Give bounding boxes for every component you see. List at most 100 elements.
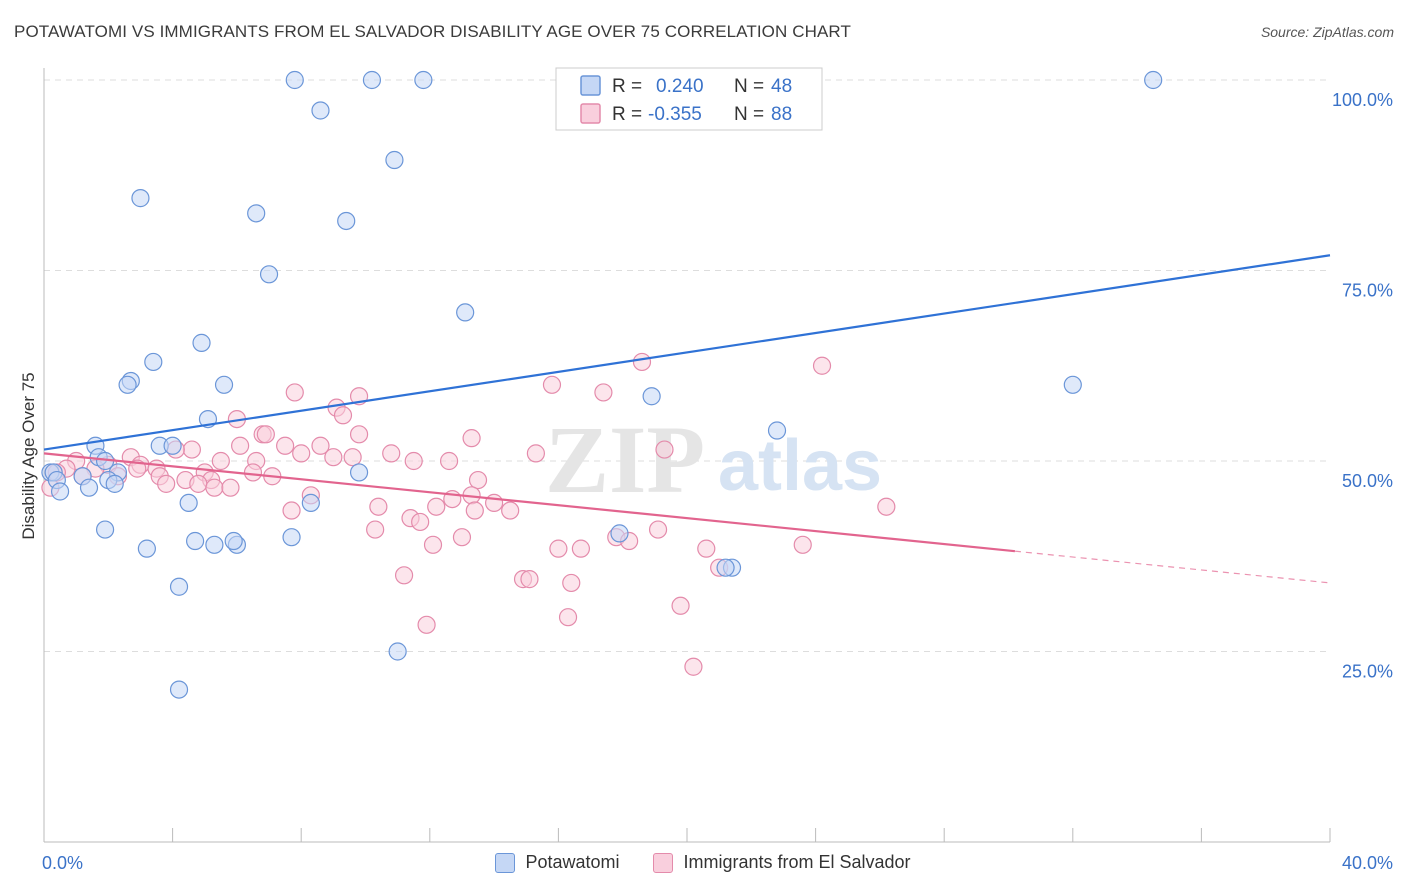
data-point: [648, 520, 668, 539]
data-point: [282, 528, 301, 547]
data-point: [301, 493, 320, 513]
data-point: [95, 520, 115, 539]
y-tick-label-100: 100.0%: [1332, 90, 1393, 110]
data-point: [128, 459, 147, 478]
data-point: [417, 615, 436, 634]
legend-r-label-2: R =: [612, 104, 642, 125]
axis-layer: 25.0% 50.0% 75.0% 100.0% 0.0% 40.0%: [42, 68, 1393, 873]
data-point: [292, 444, 311, 463]
legend-label-el-salvador: Immigrants from El Salvador: [683, 852, 911, 872]
data-point: [349, 425, 369, 444]
legend-r-label-1: R =: [612, 76, 642, 97]
legend-n-value-1: 48: [771, 76, 792, 97]
data-point: [333, 406, 353, 425]
data-point: [50, 482, 70, 501]
data-point: [642, 387, 661, 406]
data-point: [452, 528, 472, 547]
data-point: [79, 478, 99, 497]
data-point: [793, 535, 812, 554]
y-axis-label: Disability Age Over 75: [19, 372, 38, 539]
data-point: [343, 448, 362, 467]
data-point: [526, 444, 545, 463]
data-point: [394, 566, 414, 585]
bottom-legend: Potawatomi Immigrants from El Salvador: [0, 852, 1406, 873]
grid-layer: [44, 79, 1330, 652]
data-point: [221, 478, 240, 497]
data-point: [369, 497, 388, 516]
legend-swatch-potawatomi: [495, 852, 516, 873]
data-point: [256, 425, 275, 444]
data-point: [1063, 375, 1082, 394]
data-point: [549, 539, 568, 558]
data-point: [1144, 70, 1163, 90]
data-point: [485, 493, 504, 513]
data-point: [192, 333, 211, 352]
data-point: [105, 474, 124, 493]
trend-line-pink: [43, 452, 1016, 553]
watermark-atlas: atlas: [718, 426, 882, 506]
data-point: [205, 478, 224, 497]
data-point: [285, 70, 304, 90]
legend-r-value-1: 0.240: [656, 76, 704, 97]
data-point: [439, 451, 459, 471]
data-point: [157, 474, 176, 493]
data-point: [311, 436, 330, 455]
data-point: [137, 539, 156, 558]
data-point: [224, 531, 243, 551]
data-point: [465, 501, 484, 520]
data-point: [632, 352, 652, 372]
legend-r-value-2: -0.355: [648, 104, 702, 125]
legend-swatch-el-salvador: [653, 852, 674, 873]
data-point: [716, 558, 735, 577]
data-point: [144, 352, 163, 372]
data-point: [385, 150, 404, 170]
series-immigrants-el-salvador: [41, 352, 896, 676]
data-point: [243, 463, 263, 482]
data-point: [767, 421, 787, 440]
trend-line-blue: [43, 254, 1331, 451]
data-point: [362, 70, 382, 90]
data-point: [456, 303, 475, 322]
data-point: [468, 470, 488, 490]
trend-lines: [43, 254, 1331, 584]
data-point: [131, 189, 150, 208]
data-point: [877, 497, 896, 516]
data-point: [462, 429, 481, 448]
data-point: [118, 375, 137, 394]
data-point: [684, 657, 703, 676]
data-point: [411, 512, 430, 532]
data-point: [211, 451, 230, 471]
data-point: [366, 520, 385, 539]
legend-n-value-2: 88: [771, 104, 792, 125]
data-point: [404, 451, 423, 471]
y-tick-label-75: 75.0%: [1342, 281, 1393, 301]
data-point: [562, 573, 581, 593]
legend-label-potawatomi: Potawatomi: [525, 852, 620, 872]
legend-item-potawatomi[interactable]: Potawatomi: [495, 852, 619, 873]
data-point: [276, 436, 295, 455]
data-point: [558, 608, 578, 627]
data-point: [205, 535, 224, 554]
data-point: [163, 436, 182, 455]
legend-swatch-pink: [580, 103, 601, 124]
legend-item-el-salvador[interactable]: Immigrants from El Salvador: [653, 852, 911, 873]
data-point: [231, 436, 250, 455]
data-point: [655, 440, 674, 459]
correlation-legend: R = 0.240 N = 48 R = -0.355 N = 88: [555, 67, 823, 131]
data-point: [247, 204, 266, 223]
data-point: [282, 501, 301, 520]
data-point: [324, 448, 343, 467]
data-point: [169, 680, 189, 699]
y-tick-label-50: 50.0%: [1342, 471, 1393, 491]
data-point: [285, 383, 304, 402]
x-tick-label-0: 0.0%: [42, 853, 83, 873]
data-point: [501, 501, 520, 520]
chart-title: POTAWATOMI VS IMMIGRANTS FROM EL SALVADO…: [14, 22, 851, 41]
data-point: [671, 596, 690, 615]
data-point: [179, 493, 198, 513]
data-point: [169, 577, 189, 596]
data-point: [812, 356, 832, 375]
data-point: [182, 440, 201, 459]
legend-swatch-blue: [580, 75, 601, 96]
